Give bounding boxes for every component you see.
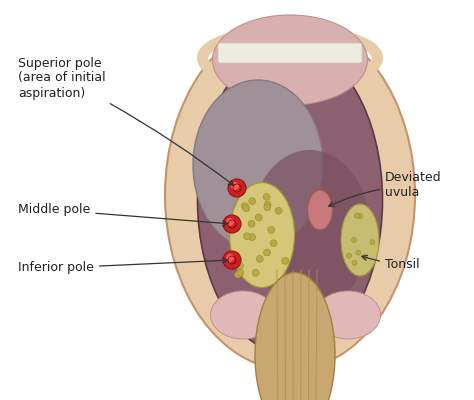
Ellipse shape — [210, 291, 275, 339]
Circle shape — [362, 254, 367, 260]
Circle shape — [228, 179, 246, 197]
Circle shape — [356, 250, 361, 255]
Circle shape — [237, 269, 244, 276]
Circle shape — [275, 207, 282, 214]
Ellipse shape — [212, 15, 367, 105]
Circle shape — [231, 182, 239, 190]
Circle shape — [264, 249, 271, 256]
Circle shape — [252, 269, 259, 276]
Ellipse shape — [316, 291, 381, 339]
Ellipse shape — [198, 45, 383, 355]
Circle shape — [243, 205, 250, 212]
Circle shape — [223, 251, 241, 269]
Ellipse shape — [308, 190, 332, 230]
Circle shape — [226, 218, 234, 226]
Ellipse shape — [250, 150, 370, 310]
Circle shape — [248, 220, 255, 227]
Circle shape — [223, 215, 241, 233]
FancyBboxPatch shape — [218, 43, 362, 63]
Circle shape — [352, 238, 356, 242]
Circle shape — [255, 214, 262, 221]
Circle shape — [263, 194, 270, 200]
Circle shape — [226, 254, 234, 262]
Circle shape — [352, 260, 357, 266]
Circle shape — [357, 214, 363, 218]
Circle shape — [355, 213, 359, 218]
Text: Middle pole: Middle pole — [18, 204, 228, 226]
Circle shape — [237, 262, 244, 269]
Circle shape — [249, 198, 256, 205]
Circle shape — [268, 226, 275, 234]
Circle shape — [264, 204, 271, 211]
Circle shape — [282, 258, 289, 264]
Circle shape — [241, 203, 248, 210]
Text: Tonsil: Tonsil — [362, 256, 419, 272]
Circle shape — [256, 256, 263, 262]
Circle shape — [346, 253, 352, 258]
Ellipse shape — [165, 20, 415, 370]
Circle shape — [244, 233, 250, 240]
Ellipse shape — [193, 80, 323, 250]
Text: Deviated
uvula: Deviated uvula — [329, 171, 442, 206]
Circle shape — [235, 271, 242, 278]
Circle shape — [370, 240, 375, 245]
Circle shape — [270, 240, 277, 247]
Ellipse shape — [229, 182, 294, 288]
Ellipse shape — [255, 272, 335, 400]
Text: Inferior pole: Inferior pole — [18, 258, 228, 274]
Circle shape — [249, 234, 255, 240]
Text: Superior pole
(area of initial
aspiration): Superior pole (area of initial aspiratio… — [18, 56, 234, 186]
Ellipse shape — [341, 204, 379, 276]
Circle shape — [264, 201, 271, 208]
